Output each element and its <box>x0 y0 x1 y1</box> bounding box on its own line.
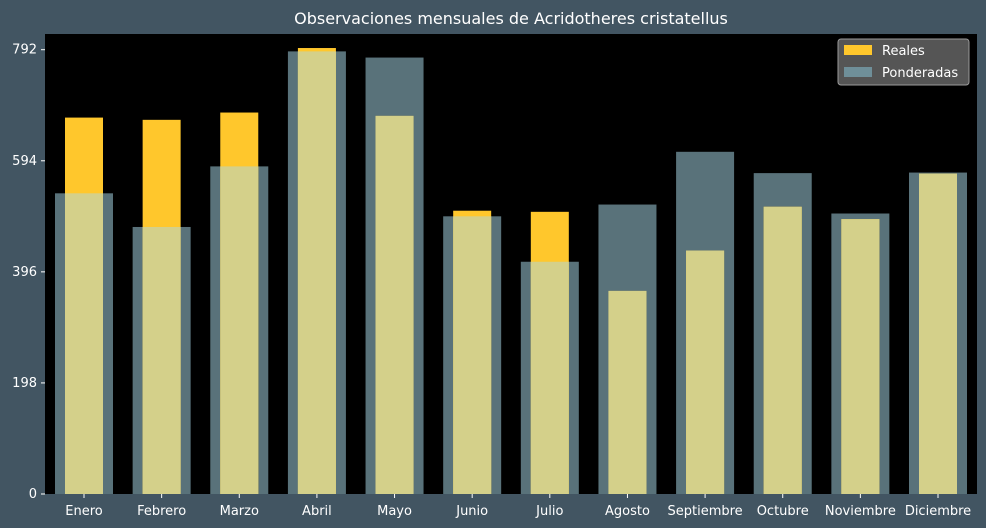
plot-area <box>45 34 977 494</box>
legend-label-reales: Reales <box>882 44 925 59</box>
x-tick-label-febrero: Febrero <box>137 504 186 519</box>
legend-label-ponderadas: Ponderadas <box>882 66 958 81</box>
bar-overlap-febrero <box>142 226 181 494</box>
bar-overlap-junio <box>453 216 492 494</box>
bar-overlap-mayo <box>375 115 414 494</box>
x-axis: Enero Febrero Marzo Abril Mayo Junio Julio Agos… <box>65 494 971 519</box>
bar-overlap-julio <box>530 261 569 494</box>
x-tick-label-septiembre: Septiembre <box>667 504 742 519</box>
chart-title: Observaciones mensuales de Acridotheres … <box>294 9 728 28</box>
bar-overlap-enero <box>65 193 103 494</box>
x-tick-label-agosto: Agosto <box>605 504 650 519</box>
x-tick-label-enero: Enero <box>65 504 103 519</box>
legend-swatch-ponderadas <box>844 67 872 77</box>
x-tick-label-noviembre: Noviembre <box>825 504 896 519</box>
bar-overlap-septiembre <box>686 250 725 494</box>
bar-overlap-marzo <box>220 166 259 494</box>
y-tick-label-396: 396 <box>12 265 37 280</box>
x-tick-label-junio: Junio <box>455 504 488 519</box>
x-tick-label-diciembre: Diciembre <box>905 504 971 519</box>
x-tick-label-marzo: Marzo <box>220 504 259 519</box>
bar-overlap-octubre <box>763 206 802 494</box>
legend-swatch-reales <box>844 45 872 55</box>
x-tick-label-julio: Julio <box>535 504 563 519</box>
bar-overlap-noviembre <box>841 219 880 494</box>
x-tick-label-octubre: Octubre <box>757 504 809 519</box>
y-tick-label-792: 792 <box>12 43 37 58</box>
bar-overlap-diciembre <box>919 173 957 494</box>
x-tick-label-mayo: Mayo <box>377 504 412 519</box>
y-axis: 0 198 396 594 792 <box>12 43 45 502</box>
x-tick-label-abril: Abril <box>302 504 332 519</box>
y-tick-label-0: 0 <box>29 487 37 502</box>
series-overlap <box>65 51 957 494</box>
bar-overlap-agosto <box>608 290 647 494</box>
y-tick-label-594: 594 <box>12 154 37 169</box>
legend: Reales Ponderadas <box>837 38 970 86</box>
bar-overlap-abril <box>297 51 336 494</box>
y-tick-label-198: 198 <box>12 376 37 391</box>
